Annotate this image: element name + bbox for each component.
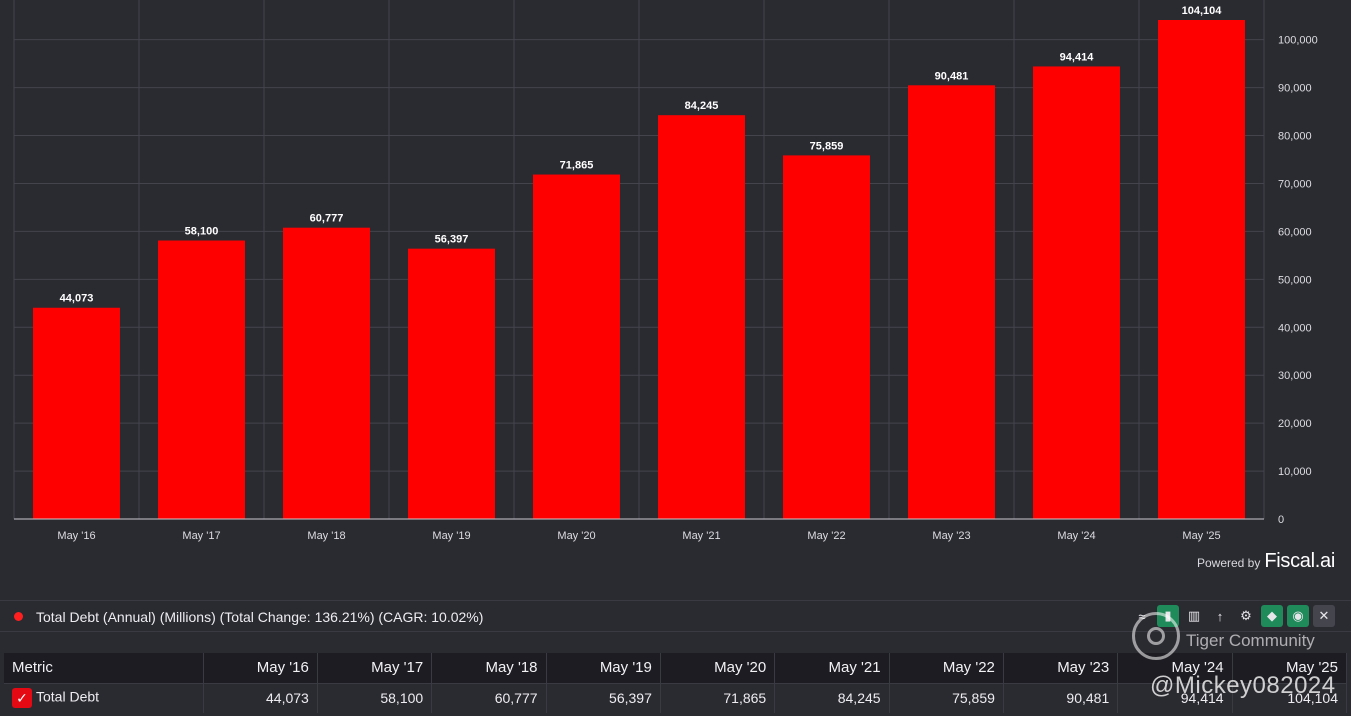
x-tick-label: May '24 [1057, 530, 1095, 542]
bar[interactable] [908, 85, 995, 520]
bar[interactable] [283, 227, 370, 520]
data-label: 58,100 [185, 226, 219, 238]
x-tick-label: May '21 [682, 530, 720, 542]
column-header[interactable]: May '18 [431, 653, 547, 683]
table-row: ✓ Total Debt 44,073 58,100 60,777 56,397 … [4, 682, 1348, 713]
table-cell: 104,104 [1232, 682, 1348, 713]
close-icon[interactable]: ✕ [1313, 605, 1335, 627]
column-header[interactable]: May '21 [774, 653, 890, 683]
data-label: 56,397 [435, 234, 469, 246]
column-header[interactable]: May '22 [889, 653, 1004, 683]
y-tick-label: 30,000 [1278, 370, 1312, 382]
column-header[interactable]: May '25 [1232, 653, 1348, 683]
data-label: 90,481 [935, 70, 969, 82]
data-label: 71,865 [560, 160, 594, 172]
y-tick-label: 40,000 [1278, 322, 1312, 334]
x-tick-label: May '22 [807, 530, 845, 542]
bar[interactable] [533, 174, 620, 519]
table-cell: 71,865 [660, 682, 776, 713]
eye-icon[interactable]: ◉ [1287, 605, 1309, 627]
grouped-bar-icon[interactable]: ▥ [1187, 608, 1201, 623]
data-table: Metric May '16 May '17 May '18 May '19 M… [4, 653, 1348, 713]
x-tick-label: May '25 [1182, 530, 1220, 542]
y-tick-label: 100,000 [1278, 35, 1318, 47]
y-tick-label: 10,000 [1278, 466, 1312, 478]
x-tick-label: May '16 [57, 530, 95, 542]
y-tick-label: 70,000 [1278, 178, 1312, 190]
legend-label[interactable]: Total Debt (Annual) (Millions) (Total Ch… [36, 609, 484, 625]
bar[interactable] [658, 115, 745, 519]
watermark-title: Tiger Community [1186, 631, 1315, 650]
table-cell: 75,859 [889, 682, 1004, 713]
data-label: 94,414 [1060, 51, 1095, 63]
table-cell: 44,073 [203, 682, 318, 713]
bar[interactable] [408, 248, 495, 519]
bar[interactable] [1158, 20, 1245, 519]
table-cell: 56,397 [546, 682, 661, 713]
column-header[interactable]: May '17 [317, 653, 433, 683]
data-label: 44,073 [60, 293, 94, 305]
table-cell: 58,100 [317, 682, 433, 713]
data-label: 60,777 [310, 213, 344, 225]
watermark-user: @Mickey082024 [1150, 672, 1336, 699]
column-header[interactable]: May '23 [1003, 653, 1119, 683]
x-tick-label: May '23 [932, 530, 970, 542]
powered-by-label: Powered by [1196, 556, 1261, 570]
legend-row: Total Debt (Annual) (Millions) (Total Ch… [0, 600, 1351, 632]
data-label: 75,859 [810, 140, 844, 152]
column-header[interactable]: May '19 [546, 653, 661, 683]
column-header[interactable]: May '20 [660, 653, 776, 683]
x-tick-label: May '18 [307, 530, 345, 542]
fiscal-logo: Fiscal.ai [1264, 550, 1335, 572]
y-tick-label: 0 [1278, 514, 1284, 526]
bar[interactable] [783, 155, 870, 519]
series-checkbox[interactable]: ✓ [12, 688, 32, 709]
y-tick-label: 60,000 [1278, 226, 1312, 238]
x-tick-label: May '17 [182, 530, 220, 542]
table-cell: 90,481 [1003, 682, 1119, 713]
gear-icon[interactable]: ⚙ [1240, 608, 1252, 623]
metric-cell: ✓ Total Debt [4, 682, 204, 713]
x-tick-label: May '19 [432, 530, 470, 542]
y-tick-label: 50,000 [1278, 274, 1312, 286]
powered-by-branding[interactable]: Powered by Fiscal.ai [1197, 550, 1335, 573]
bar[interactable] [158, 240, 245, 519]
table-cell: 84,245 [774, 682, 890, 713]
x-tick-label: May '20 [557, 530, 595, 542]
sort-icon[interactable]: ↑ [1216, 608, 1224, 624]
column-header[interactable]: May '16 [203, 653, 318, 683]
y-tick-label: 80,000 [1278, 131, 1312, 143]
tiger-logo-icon [1132, 612, 1180, 660]
data-label: 104,104 [1182, 5, 1223, 17]
bar[interactable] [33, 307, 120, 519]
bar-chart: 44,073 58,100 60,777 56,397 71,865 84,245 75,8… [13, 0, 1318, 542]
series-dot-icon [14, 612, 23, 621]
table-header-row: Metric May '16 May '17 May '18 May '19 M… [4, 653, 1348, 683]
tag-icon[interactable]: ◆ [1261, 605, 1283, 627]
y-tick-label: 90,000 [1278, 83, 1312, 95]
data-label: 84,245 [685, 100, 719, 112]
y-tick-label: 20,000 [1278, 418, 1312, 430]
metric-column-header[interactable]: Metric [4, 653, 204, 683]
table-cell: 60,777 [431, 682, 547, 713]
metric-label: Total Debt [36, 688, 100, 705]
bar[interactable] [1033, 66, 1120, 520]
column-header[interactable]: May '24 [1117, 653, 1233, 683]
table-cell: 94,414 [1117, 682, 1233, 713]
